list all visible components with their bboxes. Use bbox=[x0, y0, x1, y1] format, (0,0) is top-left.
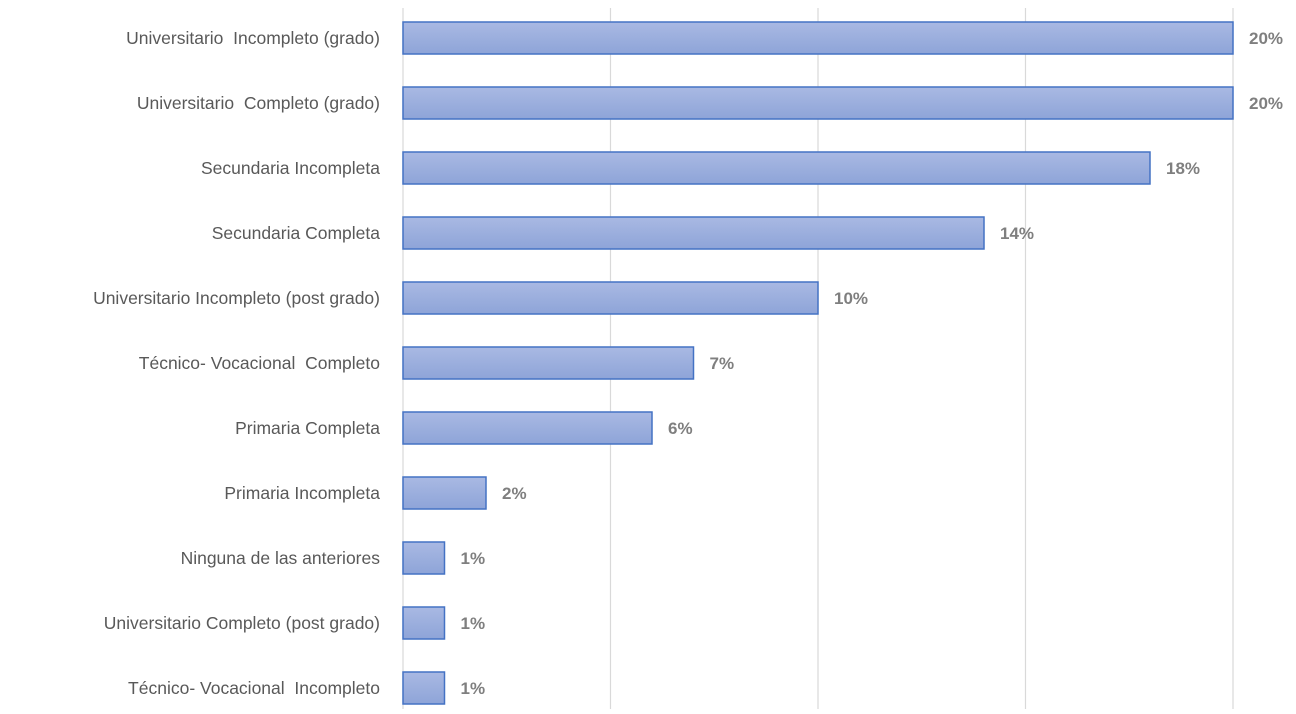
bar-5 bbox=[402, 346, 695, 380]
category-labels: Universitario Incompleto (grado) Universi… bbox=[93, 28, 380, 698]
bar-1 bbox=[402, 86, 1234, 120]
value-labels: 20% 20% 18% 14% 10% 7% 6% 2% 1% 1% 1% bbox=[461, 29, 1284, 698]
bar-4 bbox=[402, 281, 819, 315]
bar-0 bbox=[402, 21, 1234, 55]
bar-7 bbox=[402, 476, 487, 510]
bar-2 bbox=[402, 151, 1151, 185]
value-label-8: 1% bbox=[461, 549, 486, 568]
bar-9 bbox=[402, 606, 446, 640]
value-label-4: 10% bbox=[834, 289, 868, 308]
bar-8 bbox=[402, 541, 446, 575]
value-label-2: 18% bbox=[1166, 159, 1200, 178]
gridlines bbox=[402, 8, 1234, 709]
category-label-4: Universitario Incompleto (post grado) bbox=[93, 288, 380, 308]
value-label-6: 6% bbox=[668, 419, 693, 438]
value-label-9: 1% bbox=[461, 614, 486, 633]
category-label-5: Técnico- Vocacional Completo bbox=[139, 353, 380, 373]
category-label-6: Primaria Completa bbox=[235, 418, 380, 438]
category-label-3: Secundaria Completa bbox=[212, 223, 381, 243]
category-label-0: Universitario Incompleto (grado) bbox=[126, 28, 380, 48]
value-label-10: 1% bbox=[461, 679, 486, 698]
value-label-0: 20% bbox=[1249, 29, 1283, 48]
category-label-9: Universitario Completo (post grado) bbox=[104, 613, 380, 633]
bar-3 bbox=[402, 216, 985, 250]
category-label-8: Ninguna de las anteriores bbox=[181, 548, 381, 568]
bar-10 bbox=[402, 671, 446, 705]
category-label-1: Universitario Completo (grado) bbox=[137, 93, 380, 113]
value-label-5: 7% bbox=[710, 354, 735, 373]
value-label-7: 2% bbox=[502, 484, 527, 503]
bar-6 bbox=[402, 411, 653, 445]
bars bbox=[402, 21, 1234, 705]
value-label-3: 14% bbox=[1000, 224, 1034, 243]
category-label-10: Técnico- Vocacional Incompleto bbox=[128, 678, 380, 698]
category-label-7: Primaria Incompleta bbox=[224, 483, 380, 503]
category-label-2: Secundaria Incompleta bbox=[201, 158, 380, 178]
value-label-1: 20% bbox=[1249, 94, 1283, 113]
